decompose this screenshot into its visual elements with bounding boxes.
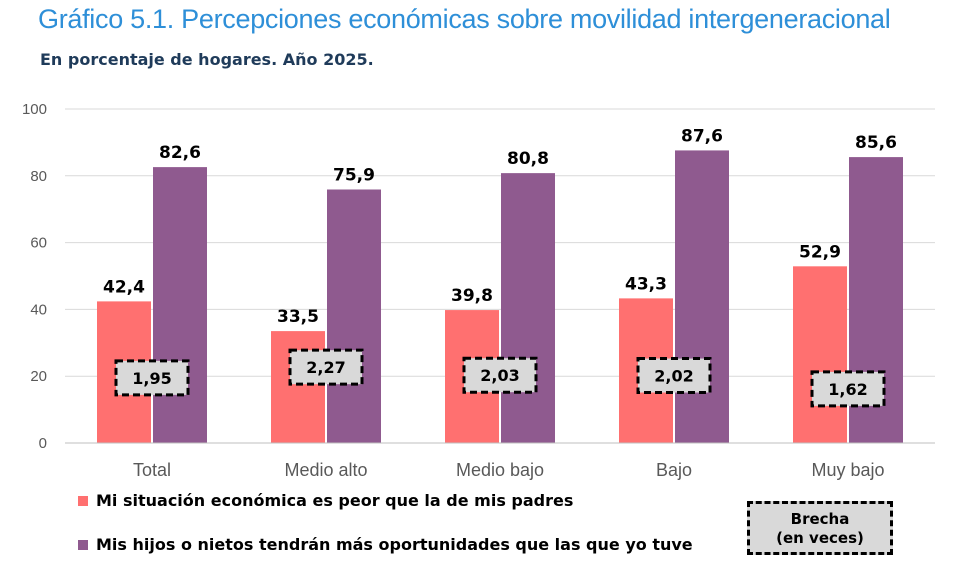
- data-label-series1: 39,8: [451, 286, 493, 306]
- data-label-series1: 33,5: [277, 307, 319, 327]
- chart-subtitle: En porcentaje de hogares. Año 2025.: [40, 50, 374, 69]
- bar-series2: [675, 150, 729, 443]
- gap-box: [114, 359, 190, 397]
- x-tick-label: Bajo: [656, 460, 692, 480]
- gap-box: [462, 356, 538, 394]
- x-tick-label: Total: [133, 460, 171, 480]
- data-label-series2: 85,6: [855, 133, 897, 153]
- y-tick-label: 0: [39, 435, 47, 452]
- data-label-series1: 43,3: [625, 274, 667, 294]
- data-label-series2: 87,6: [681, 126, 723, 146]
- x-tick-label: Medio alto: [284, 460, 367, 480]
- chart-title: Gráfico 5.1. Percepciones económicas sob…: [38, 4, 891, 34]
- legend-swatch-series2: [78, 539, 88, 550]
- gap-label: 2,03: [480, 366, 519, 385]
- x-tick-label: Muy bajo: [811, 460, 884, 480]
- y-tick-label: 40: [30, 301, 47, 318]
- bar-series2: [327, 189, 381, 443]
- y-tick-label: 60: [30, 235, 47, 252]
- legend-item-series2: Mis hijos o nietos tendrán más oportunid…: [78, 535, 693, 554]
- gap-label: 2,27: [306, 358, 345, 377]
- gap-label: 1,95: [132, 369, 171, 388]
- legend-swatch-series1: [78, 495, 88, 506]
- y-tick-label: 100: [22, 101, 47, 118]
- data-label-series1: 42,4: [103, 277, 145, 297]
- x-tick-label: Medio bajo: [456, 460, 544, 480]
- data-label-series2: 82,6: [159, 143, 201, 163]
- data-label-series1: 52,9: [799, 242, 841, 262]
- data-label-series2: 80,8: [507, 149, 549, 169]
- gap-label: 2,02: [654, 367, 693, 386]
- bar-series2: [153, 167, 207, 443]
- bar-series2: [501, 173, 555, 444]
- bar-series1: [271, 331, 325, 443]
- bar-series1: [793, 266, 847, 443]
- legend-label-series1: Mi situación económica es peor que la de…: [96, 491, 574, 510]
- bar-chart: 0 20 40 60 80 100 42,4 82,6 1,95 Total 33,5 75,9 2,2…: [22, 101, 935, 480]
- y-tick-label: 20: [30, 368, 47, 385]
- gap-box: [810, 370, 886, 408]
- legend-gap-line2: (en veces): [776, 529, 864, 547]
- gap-label: 1,62: [828, 380, 867, 399]
- legend-gap-line1: Brecha: [790, 510, 850, 528]
- legend-label-series2: Mis hijos o nietos tendrán más oportunid…: [96, 535, 693, 554]
- legend-item-series1: Mi situación económica es peor que la de…: [78, 491, 573, 510]
- gap-box: [288, 348, 364, 386]
- y-tick-label: 80: [30, 168, 47, 185]
- data-label-series2: 75,9: [333, 165, 375, 185]
- legend-gap-box: Brecha (en veces): [747, 501, 893, 555]
- gap-box: [636, 357, 712, 395]
